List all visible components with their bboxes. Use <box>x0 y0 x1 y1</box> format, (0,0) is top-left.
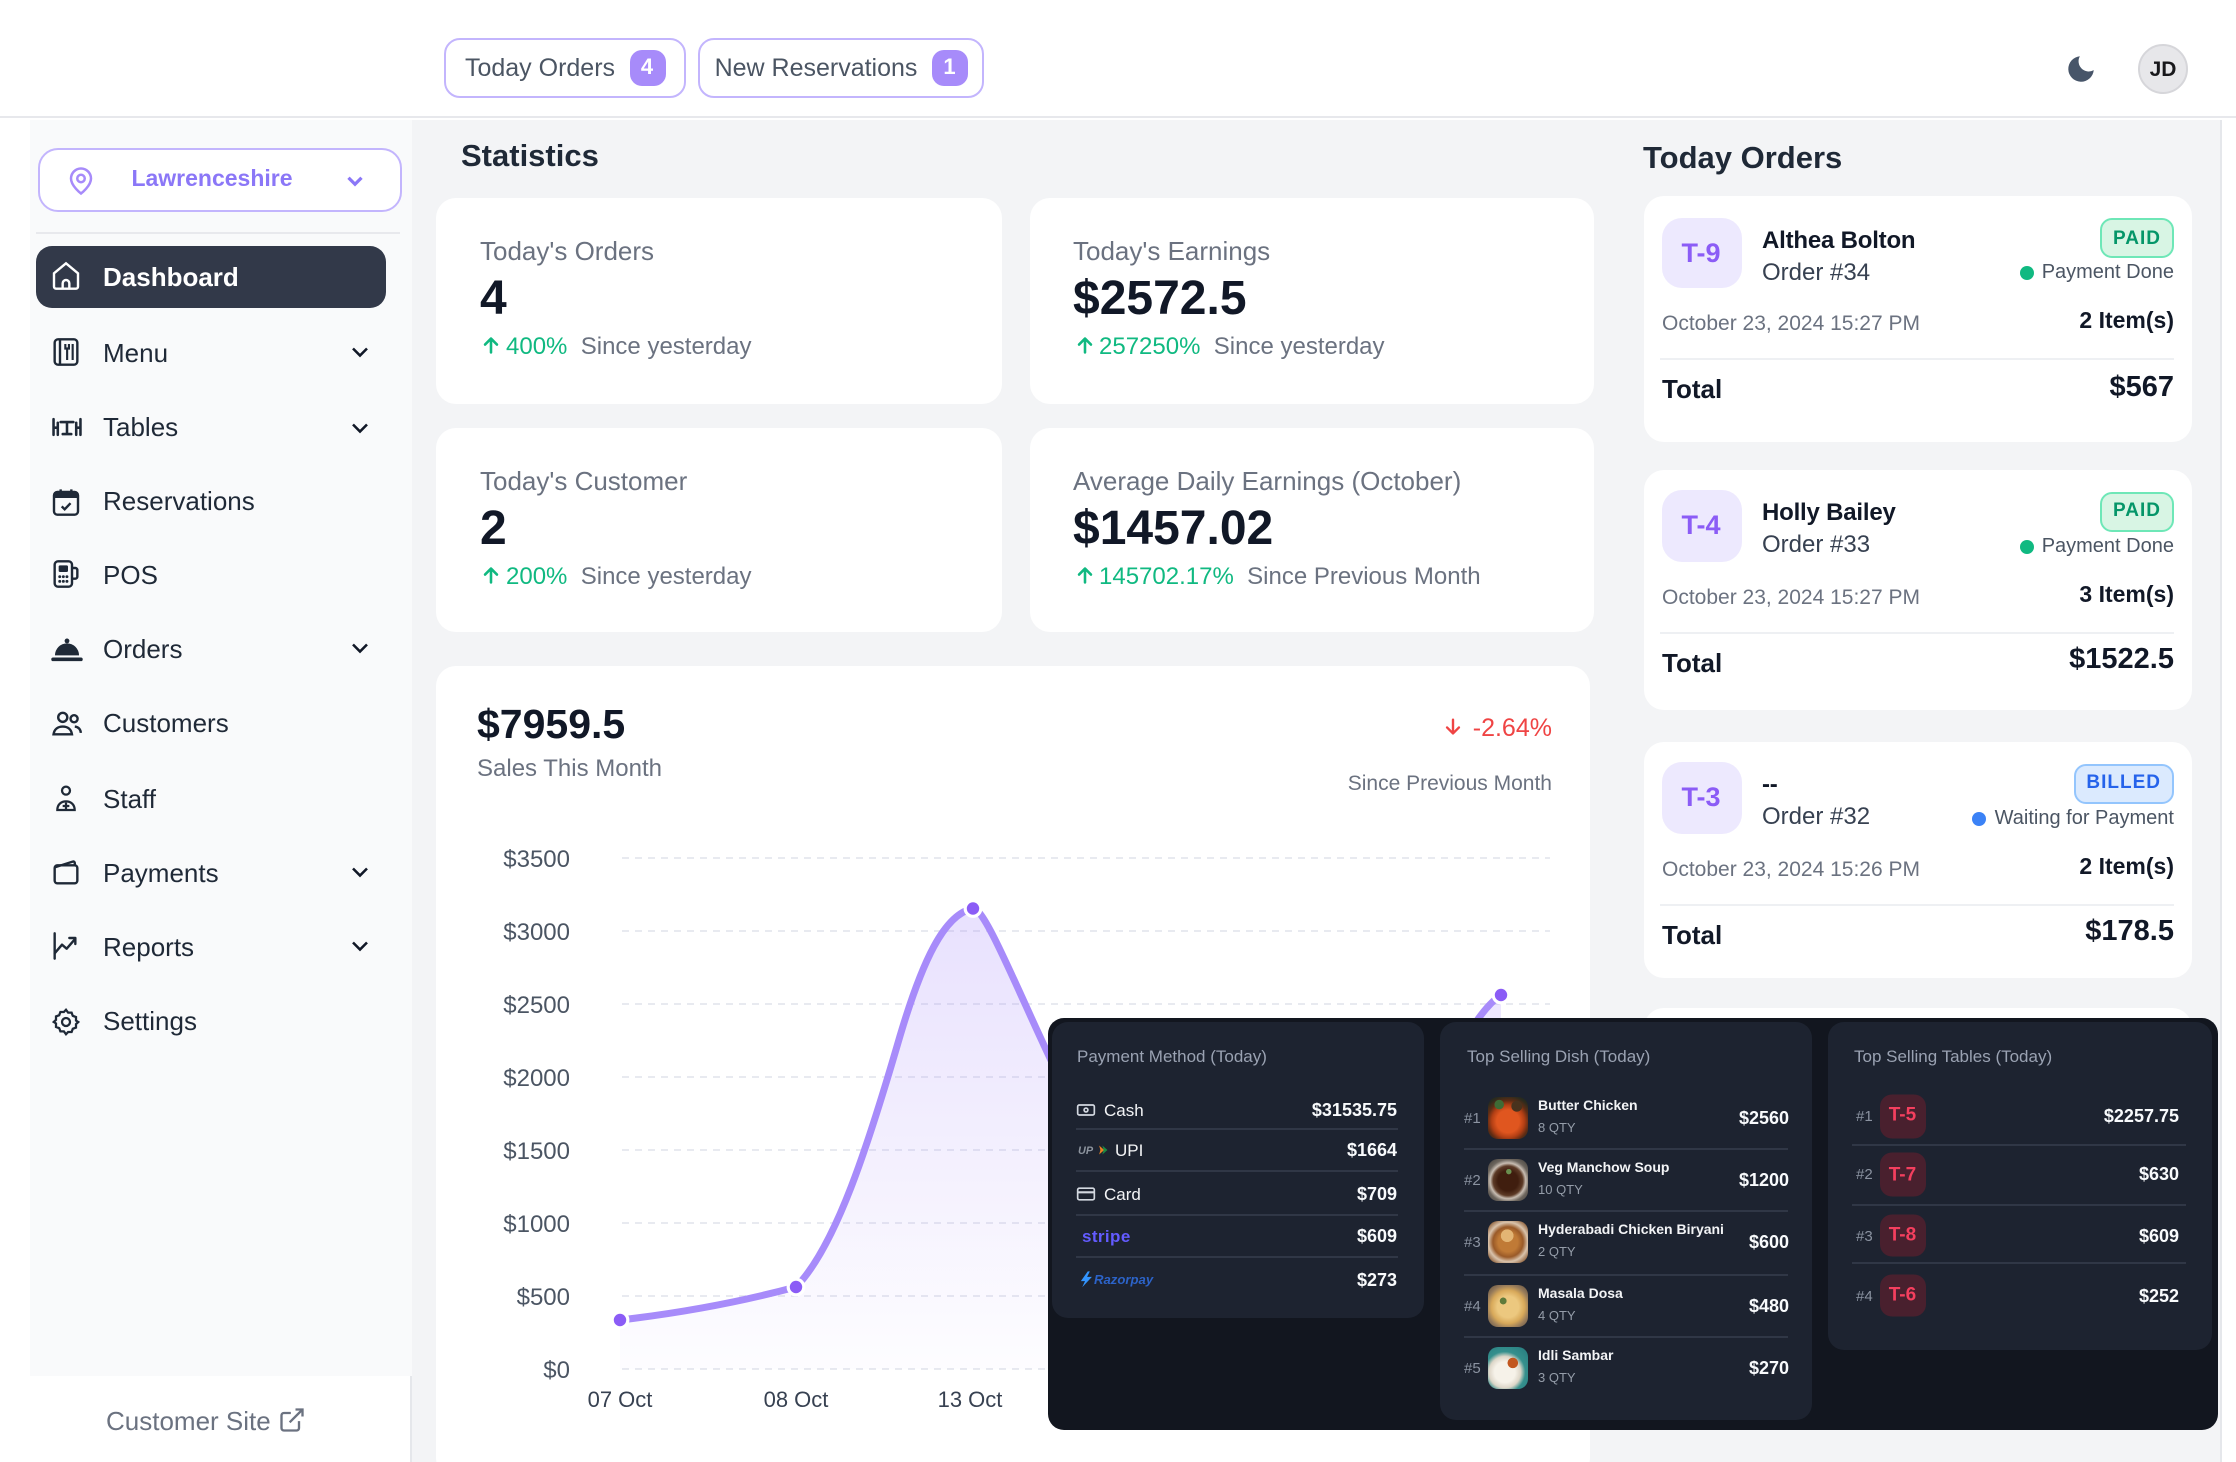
svg-text:$500: $500 <box>517 1283 570 1310</box>
svg-text:Razorpay: Razorpay <box>1094 1272 1154 1287</box>
svg-text:$2500: $2500 <box>503 991 570 1018</box>
svg-text:07 Oct: 07 Oct <box>588 1386 653 1411</box>
svg-text:08 Oct: 08 Oct <box>764 1386 829 1411</box>
svg-text:$1000: $1000 <box>503 1210 570 1237</box>
svg-text:UP: UP <box>1078 1145 1094 1157</box>
svg-text:$2000: $2000 <box>503 1064 570 1091</box>
svg-text:$3000: $3000 <box>503 918 570 945</box>
svg-text:$3500: $3500 <box>503 845 570 872</box>
svg-text:$1500: $1500 <box>503 1137 570 1164</box>
svg-text:13 Oct: 13 Oct <box>938 1386 1003 1411</box>
svg-text:$0: $0 <box>543 1356 570 1383</box>
